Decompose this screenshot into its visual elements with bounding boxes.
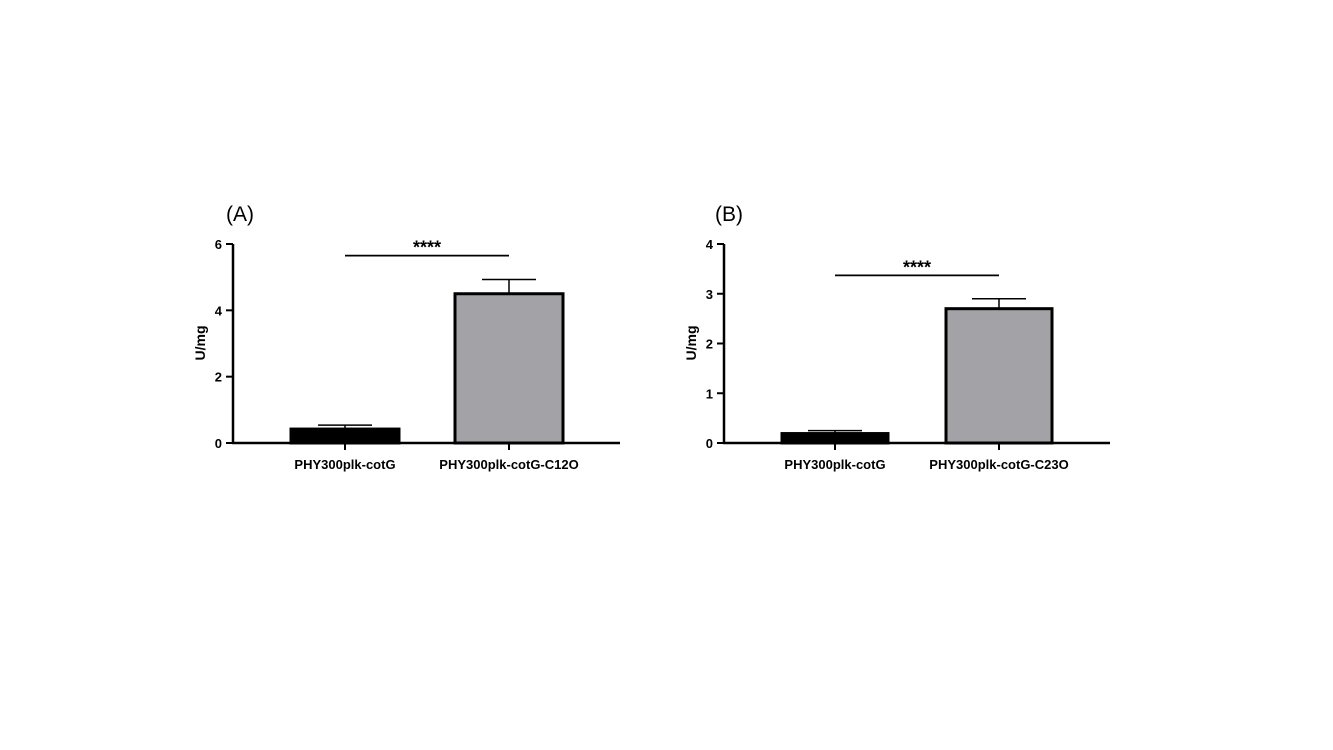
y-tick-label: 0 (706, 436, 713, 451)
bar (780, 432, 890, 445)
bar (944, 307, 1054, 445)
y-tick-label: 6 (215, 237, 222, 252)
category-label: PHY300plk-cotG-C23O (929, 457, 1068, 472)
category-label: PHY300plk-cotG (784, 457, 885, 472)
category-label: PHY300plk-cotG (294, 457, 395, 472)
panel-label: (A) (226, 203, 254, 226)
bar (453, 292, 565, 445)
chart-panel-b: (B) 0 1 2 3 4 PHY300plk-cotG PHY300plk-cotG-C23… (683, 203, 1110, 472)
y-axis-label: U/mg (683, 326, 699, 361)
significance-label: **** (903, 257, 931, 277)
y-tick-label: 0 (215, 436, 222, 451)
y-tick-label: 4 (215, 303, 223, 318)
panel-label: (B) (715, 203, 743, 226)
y-tick-label: 2 (215, 370, 222, 385)
chart-panel-a: (A) 0 2 4 6 PHY300plk-cotG PHY300plk-cotG-C12O… (192, 203, 620, 472)
y-tick-label: 4 (706, 237, 714, 252)
bar (289, 427, 401, 445)
y-tick-label: 3 (706, 287, 713, 302)
y-tick-label: 1 (706, 386, 713, 401)
y-tick-label: 2 (706, 337, 713, 352)
category-label: PHY300plk-cotG-C12O (439, 457, 578, 472)
y-axis-label: U/mg (192, 326, 208, 361)
significance-label: **** (413, 238, 441, 258)
